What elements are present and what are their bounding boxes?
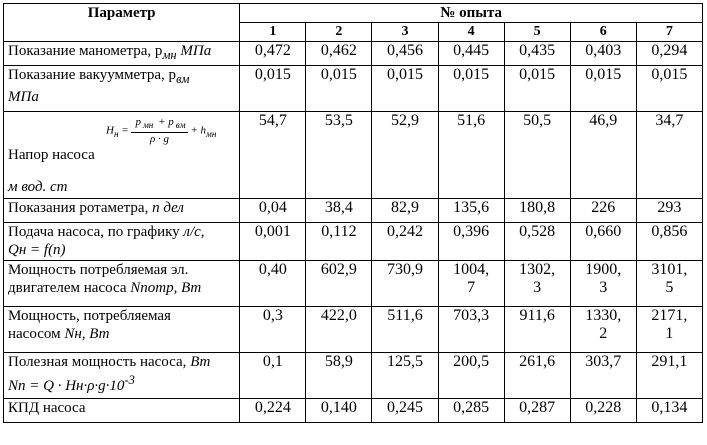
experiment-number: 3: [371, 22, 439, 42]
experiment-number: 4: [437, 22, 505, 42]
table-row-motor-power: Мощность потребляемая эл. двигателем насо…: [2, 260, 704, 307]
cell-value: 291,1: [635, 352, 704, 399]
cell-value: 0,462: [305, 41, 373, 66]
cell-value: 0,403: [569, 41, 637, 66]
table-row-flow: Подача насоса, по графику л/с, Qн = f(n) …: [2, 222, 704, 261]
cell-value: 226: [569, 198, 637, 223]
cell-value: 1302, 3: [503, 260, 571, 307]
header-parameter: Параметр: [2, 3, 241, 42]
cell-value: 261,6: [503, 352, 571, 399]
cell-value: 0,660: [569, 222, 637, 261]
cell-value: 0,112: [305, 222, 373, 261]
head-formula: Hн = p мн + p вм ρ · g + hмн: [106, 116, 217, 146]
cell-value: 54,7: [239, 111, 307, 199]
cell-value: 0,287: [503, 398, 571, 423]
cell-value: 0,015: [305, 65, 373, 112]
table-row-head: Напор насоса Hн = p мн + p вм ρ · g + hмн …: [2, 111, 704, 199]
cell-value: 511,6: [371, 306, 439, 353]
cell-value: 0,140: [305, 398, 373, 423]
experiment-number: 5: [503, 22, 571, 42]
cell-value: 1004, 7: [437, 260, 505, 307]
cell-value: 0,396: [437, 222, 505, 261]
cell-value: 0,001: [239, 222, 307, 261]
row-label: КПД насоса: [2, 398, 241, 423]
cell-value: 0,456: [371, 41, 439, 66]
cell-value: 0,285: [437, 398, 505, 423]
cell-value: 180,8: [503, 198, 571, 223]
cell-value: 1330, 2: [569, 306, 637, 353]
cell-value: 0,472: [239, 41, 307, 66]
cell-value: 3101, 5: [635, 260, 704, 307]
table-row-pump-power: Мощность, потребляемая насосом Nн, Вт 0,3…: [2, 306, 704, 353]
cell-value: 51,6: [437, 111, 505, 199]
table-row-efficiency: КПД насоса 0,224 0,140 0,245 0,285 0,287…: [2, 398, 704, 423]
cell-value: 911,6: [503, 306, 571, 353]
cell-value: 0,294: [635, 41, 704, 66]
cell-value: 0,015: [239, 65, 307, 112]
cell-value: 1900, 3: [569, 260, 637, 307]
cell-value: 58,9: [305, 352, 373, 399]
cell-value: 0,015: [569, 65, 637, 112]
cell-value: 38,4: [305, 198, 373, 223]
cell-value: 82,9: [371, 198, 439, 223]
table-row-rotameter: Показания ротаметра, n дел 0,04 38,4 82,…: [2, 198, 704, 223]
cell-value: 135,6: [437, 198, 505, 223]
cell-value: 602,9: [305, 260, 373, 307]
header-row: Параметр № опыта: [2, 3, 703, 42]
cell-value: 0,242: [371, 222, 439, 261]
row-label: Мощность, потребляемая насосом Nн, Вт: [2, 306, 241, 353]
header-experiment-number: № опыта: [239, 3, 703, 23]
cell-value: 0,245: [371, 398, 439, 423]
cell-value: 0,1: [239, 352, 307, 399]
cell-value: 46,9: [569, 111, 637, 199]
cell-value: 0,3: [239, 306, 307, 353]
cell-value: 0,445: [437, 41, 505, 66]
cell-value: 0,015: [437, 65, 505, 112]
cell-value: 303,7: [569, 352, 637, 399]
cell-value: 50,5: [503, 111, 571, 199]
cell-value: 0,40: [239, 260, 307, 307]
cell-value: 0,856: [635, 222, 704, 261]
experiment-number: 6: [569, 22, 637, 42]
experiment-number: 2: [305, 22, 373, 42]
cell-value: 293: [635, 198, 704, 223]
table-row-vacuum: Показание вакуумметра, pвм МПа 0,015 0,01…: [2, 65, 704, 112]
row-label: Полезная мощность насоса, Вт Nп = Q · Hн·…: [2, 352, 241, 399]
experiment-number: 7: [635, 22, 704, 42]
cell-value: 0,04: [239, 198, 307, 223]
cell-value: 0,528: [503, 222, 571, 261]
cell-value: 200,5: [437, 352, 505, 399]
cell-value: 53,5: [305, 111, 373, 199]
cell-value: 0,435: [503, 41, 571, 66]
cell-value: 34,7: [635, 111, 704, 199]
cell-value: 0,015: [371, 65, 439, 112]
row-label: Напор насоса Hн = p мн + p вм ρ · g + hмн …: [2, 111, 241, 199]
cell-value: 0,015: [503, 65, 571, 112]
cell-value: 0,134: [635, 398, 704, 423]
row-label: Показания ротаметра, n дел: [2, 198, 241, 223]
row-label: Мощность потребляемая эл. двигателем насо…: [2, 260, 241, 307]
cell-value: 52,9: [371, 111, 439, 199]
experiment-table: Параметр № опыта 1 2 3 4 5 6 7 Показание…: [2, 3, 704, 423]
table-row-manometer: Показание манометра, pмн МПа 0,472 0,462…: [2, 41, 704, 66]
experiment-number: 1: [239, 22, 307, 42]
table-row-useful-power: Полезная мощность насоса, Вт Nп = Q · Hн·…: [2, 352, 704, 399]
cell-value: 0,015: [635, 65, 704, 112]
cell-value: 730,9: [371, 260, 439, 307]
cell-value: 2171, 1: [635, 306, 704, 353]
cell-value: 422,0: [305, 306, 373, 353]
cell-value: 0,224: [239, 398, 307, 423]
cell-value: 0,228: [569, 398, 637, 423]
row-label: Показание манометра, pмн МПа: [2, 41, 241, 66]
row-label: Показание вакуумметра, pвм МПа: [2, 65, 241, 112]
cell-value: 125,5: [371, 352, 439, 399]
cell-value: 703,3: [437, 306, 505, 353]
row-label: Подача насоса, по графику л/с, Qн = f(n): [2, 222, 241, 261]
